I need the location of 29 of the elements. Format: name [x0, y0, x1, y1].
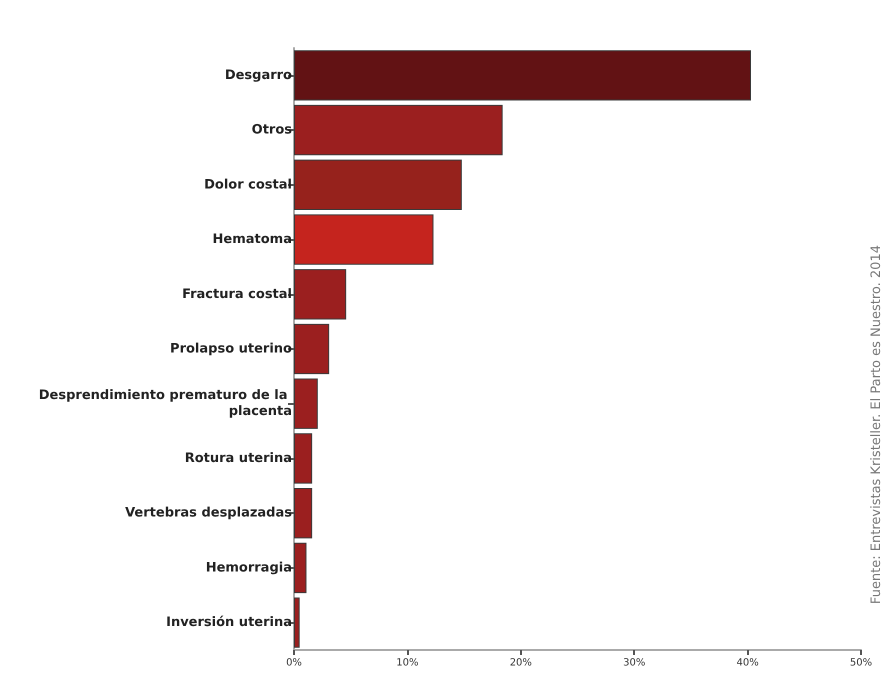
- bar: [294, 597, 300, 648]
- y-tick-label: Hematoma: [212, 232, 292, 248]
- x-tick-label: 50%: [850, 658, 872, 668]
- y-tick-label: Fractura costal: [182, 286, 292, 302]
- bar: [294, 104, 503, 156]
- x-tick-label: 0%: [286, 658, 302, 668]
- bar: [294, 160, 462, 210]
- y-tick-label: Prolapso uterino: [170, 342, 292, 356]
- y-tick-label: Otros: [252, 122, 292, 138]
- bar: [294, 214, 434, 265]
- y-tick-label: Dolor costal: [204, 177, 292, 192]
- source-note: Fuente: Entrevistas Kristeller. El Parto es Nuestro. 2014: [869, 244, 884, 604]
- y-tick-label: Hemorragia: [206, 560, 292, 576]
- y-tick-label: Inversión uterina: [166, 615, 292, 630]
- x-tick-label: 40%: [736, 658, 759, 668]
- bar: [294, 542, 306, 594]
- y-tick-label: Rotura uterina: [184, 450, 292, 466]
- x-tick-label: 10%: [396, 658, 419, 668]
- bar: [294, 50, 751, 101]
- y-tick-label: Vertebras desplazadas: [125, 506, 292, 521]
- bar: [294, 324, 330, 374]
- y-tick-label: Desprendimiento prematuro de la placenta: [38, 388, 292, 420]
- y-tick-label: Desgarro: [224, 68, 292, 83]
- bar: [294, 433, 312, 484]
- bar: [294, 378, 318, 429]
- bar: [294, 488, 312, 538]
- bar: [294, 269, 346, 320]
- x-tick-label: 30%: [623, 658, 646, 668]
- x-tick-label: 20%: [510, 658, 532, 668]
